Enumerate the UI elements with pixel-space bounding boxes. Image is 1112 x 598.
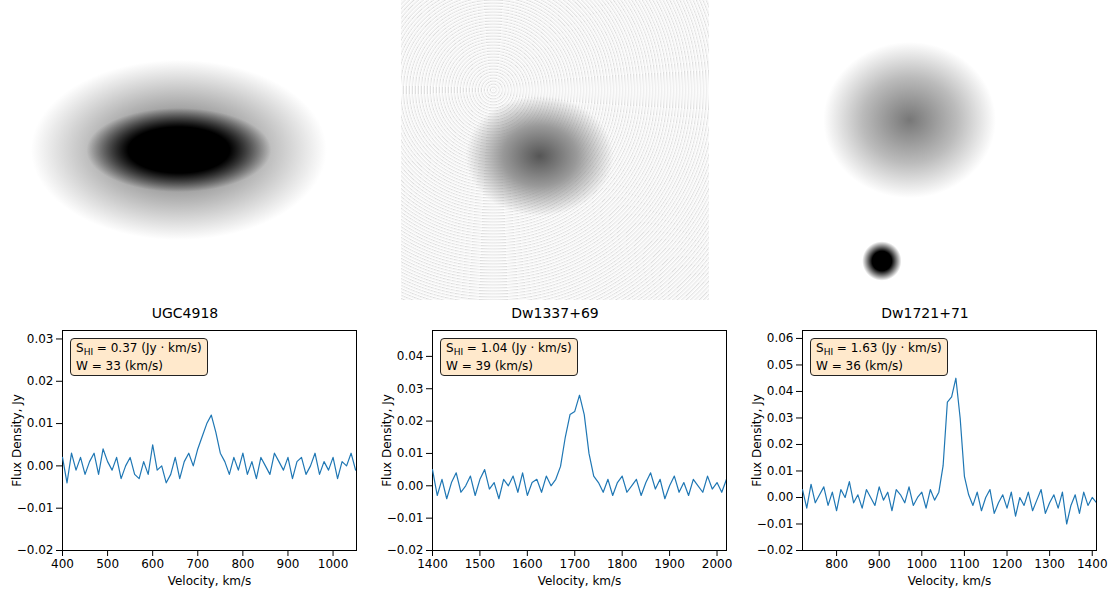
svg-text:1100: 1100 [949, 557, 980, 571]
html-text:SHI= 1.04 (Jy · km/s): SHI= 1.04 (Jy · km/s) [446, 341, 572, 358]
html-text:SHI= 1.63 (Jy · km/s): SHI= 1.63 (Jy · km/s) [816, 341, 942, 358]
svg-text:Flux Density, Jy: Flux Density, Jy [750, 394, 764, 487]
svg-text:1400: 1400 [1077, 557, 1108, 571]
svg-text:−0.01: −0.01 [17, 501, 54, 515]
svg-text:0.03: 0.03 [27, 332, 54, 346]
svg-text:0.04: 0.04 [767, 384, 794, 398]
svg-text:Flux Density, Jy: Flux Density, Jy [380, 394, 394, 487]
svg-text:2000: 2000 [702, 557, 733, 571]
html-text:W = 39 (km/s): W = 39 (km/s) [446, 359, 533, 374]
html-text:W = 36 (km/s): W = 36 (km/s) [816, 359, 903, 374]
svg-text:0.02: 0.02 [767, 437, 794, 451]
svg-text:1500: 1500 [465, 557, 496, 571]
svg-text:0.00: 0.00 [767, 490, 794, 504]
svg-text:1400: 1400 [417, 557, 448, 571]
svg-text:−0.01: −0.01 [387, 511, 424, 525]
svg-text:Velocity, km/s: Velocity, km/s [908, 574, 992, 588]
svg-text:0.02: 0.02 [397, 414, 424, 428]
svg-text:0.00: 0.00 [397, 479, 424, 493]
svg-text:0.04: 0.04 [397, 349, 424, 363]
svg-text:1700: 1700 [559, 557, 590, 571]
svg-text:1000: 1000 [318, 557, 349, 571]
svg-text:Velocity, km/s: Velocity, km/s [168, 574, 252, 588]
svg-text:1600: 1600 [512, 557, 543, 571]
svg-text:1900: 1900 [654, 557, 685, 571]
svg-text:0.05: 0.05 [767, 358, 794, 372]
svg-text:400: 400 [51, 557, 74, 571]
svg-text:0.01: 0.01 [767, 464, 794, 478]
html-text:Dw1337+69: Dw1337+69 [511, 305, 599, 321]
svg-text:0.03: 0.03 [767, 411, 794, 425]
svg-text:Flux Density, Jy: Flux Density, Jy [10, 394, 24, 487]
svg-text:0.00: 0.00 [27, 459, 54, 473]
html-text:UGC4918: UGC4918 [151, 305, 219, 321]
svg-text:1200: 1200 [992, 557, 1023, 571]
html-text:W = 33 (km/s): W = 33 (km/s) [76, 359, 163, 374]
svg-text:1000: 1000 [907, 557, 938, 571]
html-text:Dw1721+71: Dw1721+71 [881, 305, 969, 321]
svg-text:Velocity, km/s: Velocity, km/s [538, 574, 622, 588]
svg-text:700: 700 [186, 557, 209, 571]
svg-text:0.03: 0.03 [397, 382, 424, 396]
svg-text:900: 900 [277, 557, 300, 571]
svg-text:1800: 1800 [607, 557, 638, 571]
svg-text:500: 500 [96, 557, 119, 571]
svg-text:1300: 1300 [1034, 557, 1065, 571]
svg-text:800: 800 [231, 557, 254, 571]
svg-text:0.01: 0.01 [397, 446, 424, 460]
svg-text:600: 600 [141, 557, 164, 571]
svg-text:900: 900 [868, 557, 891, 571]
svg-text:0.02: 0.02 [27, 374, 54, 388]
svg-text:−0.02: −0.02 [387, 543, 424, 557]
svg-text:800: 800 [825, 557, 848, 571]
svg-text:0.01: 0.01 [27, 416, 54, 430]
html-text:SHI= 0.37 (Jy · km/s): SHI= 0.37 (Jy · km/s) [76, 341, 202, 358]
svg-text:−0.01: −0.01 [757, 517, 794, 531]
svg-text:−0.02: −0.02 [757, 543, 794, 557]
svg-text:0.06: 0.06 [767, 331, 794, 345]
svg-text:−0.02: −0.02 [17, 543, 54, 557]
